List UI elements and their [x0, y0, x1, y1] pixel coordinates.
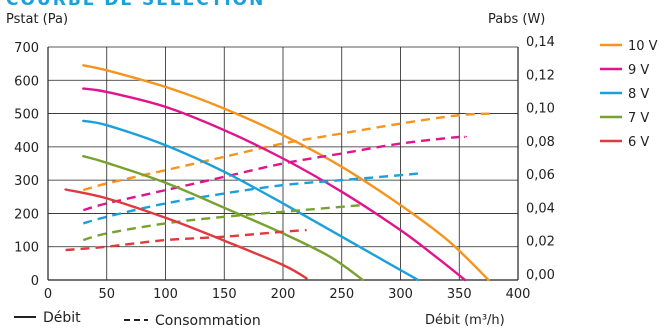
axes: 0 50 100 150 200 250 300 350 400 0 100 200 300 400 500… — [14, 35, 555, 302]
y-right-axis-label: Pabs (W) — [488, 12, 545, 27]
y-right-tick-label: 0,04 — [526, 201, 555, 216]
debit-line-10v — [82, 64, 490, 282]
y-left-tick-label: 600 — [14, 74, 39, 89]
y-left-tick-label: 0 — [31, 274, 39, 289]
y-right-tick-label: 0,14 — [526, 35, 555, 50]
x-tick-label: 250 — [329, 287, 354, 302]
consommation-line-7v — [82, 203, 364, 242]
y-left-axis-label: Pstat (Pa) — [6, 12, 68, 27]
consommation-line-10v — [82, 112, 495, 192]
legend-label-6v: 6 V — [628, 135, 649, 150]
legend: 10 V 9 V 8 V 7 V 6 V — [600, 39, 658, 150]
y-left-tick-label: 700 — [14, 41, 39, 56]
x-tick-label: 0 — [44, 287, 52, 302]
legend-label-8v: 8 V — [628, 87, 649, 102]
x-tick-label: 350 — [447, 287, 472, 302]
chart-title: COURBE DE SÉLECTION — [6, 0, 265, 10]
x-tick-label: 300 — [388, 287, 413, 302]
style-legend: Débit Consommation — [14, 310, 261, 329]
consommation-line-6v — [65, 228, 307, 252]
legend-label-10v: 10 V — [628, 39, 658, 54]
x-tick-label: 50 — [98, 287, 115, 302]
y-left-tick-label: 100 — [14, 241, 39, 256]
series-lines — [64, 64, 495, 282]
grid — [48, 46, 519, 280]
y-left-tick-label: 400 — [14, 141, 39, 156]
x-tick-label: 100 — [153, 287, 178, 302]
y-left-tick-label: 200 — [14, 207, 39, 222]
y-right-tick-label: 0,10 — [526, 102, 555, 117]
x-tick-label: 200 — [271, 287, 296, 302]
x-tick-label: 150 — [212, 287, 237, 302]
debit-line-8v — [82, 119, 420, 282]
consommation-line-8v — [82, 172, 419, 225]
legend-label-7v: 7 V — [628, 111, 649, 126]
y-right-tick-label: 0,00 — [526, 268, 555, 283]
debit-line-6v — [64, 188, 308, 280]
y-right-tick-label: 0,12 — [526, 68, 555, 83]
y-right-tick-label: 0,02 — [526, 235, 555, 250]
legend-label-9v: 9 V — [628, 63, 649, 78]
y-left-tick-label: 500 — [14, 108, 39, 123]
debit-line-7v — [82, 155, 365, 282]
style-legend-debit: Débit — [43, 310, 81, 326]
x-axis-label: Débit (m³/h) — [425, 313, 505, 328]
y-right-tick-label: 0,06 — [526, 168, 555, 183]
y-left-tick-label: 300 — [14, 174, 39, 189]
debit-line-9v — [82, 87, 467, 282]
y-right-tick-label: 0,08 — [526, 135, 555, 150]
style-legend-consommation: Consommation — [155, 313, 261, 329]
x-tick-label: 400 — [506, 287, 531, 302]
